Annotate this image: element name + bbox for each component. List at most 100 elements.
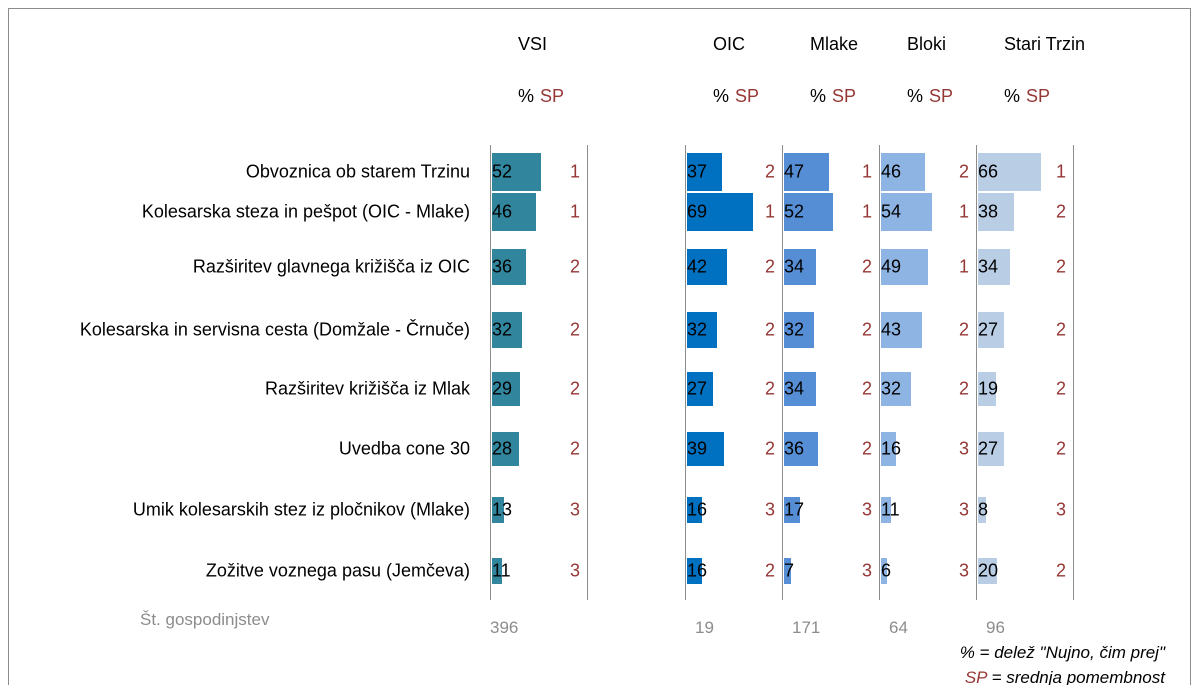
sp-value: 2 xyxy=(958,378,969,399)
column-title: Mlake xyxy=(810,34,859,54)
value-label: 38 xyxy=(978,201,999,222)
sp-value: 2 xyxy=(764,256,775,277)
sp-value: 3 xyxy=(861,560,872,581)
bar xyxy=(492,432,519,466)
value-label: 54 xyxy=(881,201,902,222)
column-title: OIC xyxy=(713,34,746,54)
sp-value: 1 xyxy=(958,201,969,222)
value-label: 27 xyxy=(687,378,708,399)
value-label: 37 xyxy=(687,161,708,182)
sp-value: 2 xyxy=(1055,319,1066,340)
bar xyxy=(881,497,892,523)
bar xyxy=(492,249,527,285)
bar xyxy=(978,193,1015,231)
value-label: 52 xyxy=(784,201,805,222)
bar xyxy=(687,153,723,191)
axis-line xyxy=(587,145,588,600)
value-label: 34 xyxy=(784,378,805,399)
sp-value: 2 xyxy=(569,378,580,399)
sp-value: 3 xyxy=(861,499,872,520)
value-label: 49 xyxy=(881,256,902,277)
sp-value: 2 xyxy=(1055,201,1066,222)
sp-header: SP xyxy=(735,86,760,106)
sp-value: 3 xyxy=(764,499,775,520)
axis-line xyxy=(782,145,783,600)
value-label: 27 xyxy=(978,319,999,340)
value-label: 69 xyxy=(687,201,708,222)
category-label: Umik kolesarskih stez iz pločnikov (Mlak… xyxy=(132,499,470,520)
bar xyxy=(492,372,520,406)
sp-value: 3 xyxy=(569,560,580,581)
value-label: 27 xyxy=(978,438,999,459)
sp-value: 2 xyxy=(1055,560,1066,581)
bar xyxy=(687,558,703,584)
sp-value: 3 xyxy=(1055,499,1066,520)
sp-value: 2 xyxy=(861,438,872,459)
bar xyxy=(784,153,829,191)
sp-value: 2 xyxy=(764,319,775,340)
bar xyxy=(687,249,727,285)
bar xyxy=(978,249,1011,285)
bar xyxy=(881,312,922,348)
bar xyxy=(784,249,817,285)
category-label: Razširitev glavnega križišča iz OIC xyxy=(192,256,470,277)
value-label: 39 xyxy=(687,438,708,459)
category-label: Kolesarska in servisna cesta (Domžale - … xyxy=(79,319,470,340)
value-label: 34 xyxy=(978,256,999,277)
category-label: Razširitev križišča iz Mlak xyxy=(264,378,470,399)
bar xyxy=(492,558,503,584)
bar xyxy=(978,153,1041,191)
sp-value: 3 xyxy=(958,438,969,459)
axis-line xyxy=(976,145,977,600)
sp-header: SP xyxy=(1026,86,1051,106)
sp-value: 2 xyxy=(861,256,872,277)
value-label: 43 xyxy=(881,319,902,340)
bar xyxy=(784,558,791,584)
bar xyxy=(978,432,1004,466)
frame xyxy=(8,8,1191,685)
bar xyxy=(492,153,542,191)
note: % = delež "Nujno, čim prej" xyxy=(959,643,1165,662)
bar xyxy=(784,372,817,406)
value-label: 32 xyxy=(492,319,513,340)
value-label: 32 xyxy=(784,319,805,340)
sp-value: 1 xyxy=(569,161,580,182)
sp-value: 2 xyxy=(958,161,969,182)
sp-value: 2 xyxy=(569,319,580,340)
n-value: 96 xyxy=(986,618,1005,637)
value-label: 36 xyxy=(492,256,513,277)
bar xyxy=(687,372,713,406)
sp-value: 2 xyxy=(861,378,872,399)
note-text: = srednja pomembnost xyxy=(986,668,1165,685)
bar xyxy=(784,312,815,348)
bar xyxy=(881,193,933,231)
axis-line xyxy=(879,145,880,600)
value-label: 16 xyxy=(687,560,708,581)
value-label: 29 xyxy=(492,378,513,399)
sp-header: SP xyxy=(929,86,954,106)
value-label: 19 xyxy=(978,378,999,399)
bar xyxy=(881,153,925,191)
column-title: Bloki xyxy=(907,34,947,54)
category-label: Kolesarska steza in pešpot (OIC - Mlake) xyxy=(141,201,470,222)
sp-value: 3 xyxy=(569,499,580,520)
category-label: Zožitve voznega pasu (Jemčeva) xyxy=(205,560,470,581)
sp-value: 1 xyxy=(958,256,969,277)
value-label: 17 xyxy=(784,499,805,520)
sp-value: 2 xyxy=(764,560,775,581)
sp-value: 2 xyxy=(569,438,580,459)
sp-value: 2 xyxy=(1055,438,1066,459)
column-title: Stari Trzin xyxy=(1004,34,1086,54)
value-label: 32 xyxy=(687,319,708,340)
value-label: 28 xyxy=(492,438,513,459)
sp-header: SP xyxy=(832,86,857,106)
sp-value: 2 xyxy=(764,438,775,459)
bar xyxy=(687,497,703,523)
bar xyxy=(687,312,718,348)
sp-value: 3 xyxy=(958,560,969,581)
pct-header: % xyxy=(907,86,924,106)
bar xyxy=(978,312,1004,348)
sp-value: 1 xyxy=(861,201,872,222)
category-label: Uvedba cone 30 xyxy=(338,438,470,459)
